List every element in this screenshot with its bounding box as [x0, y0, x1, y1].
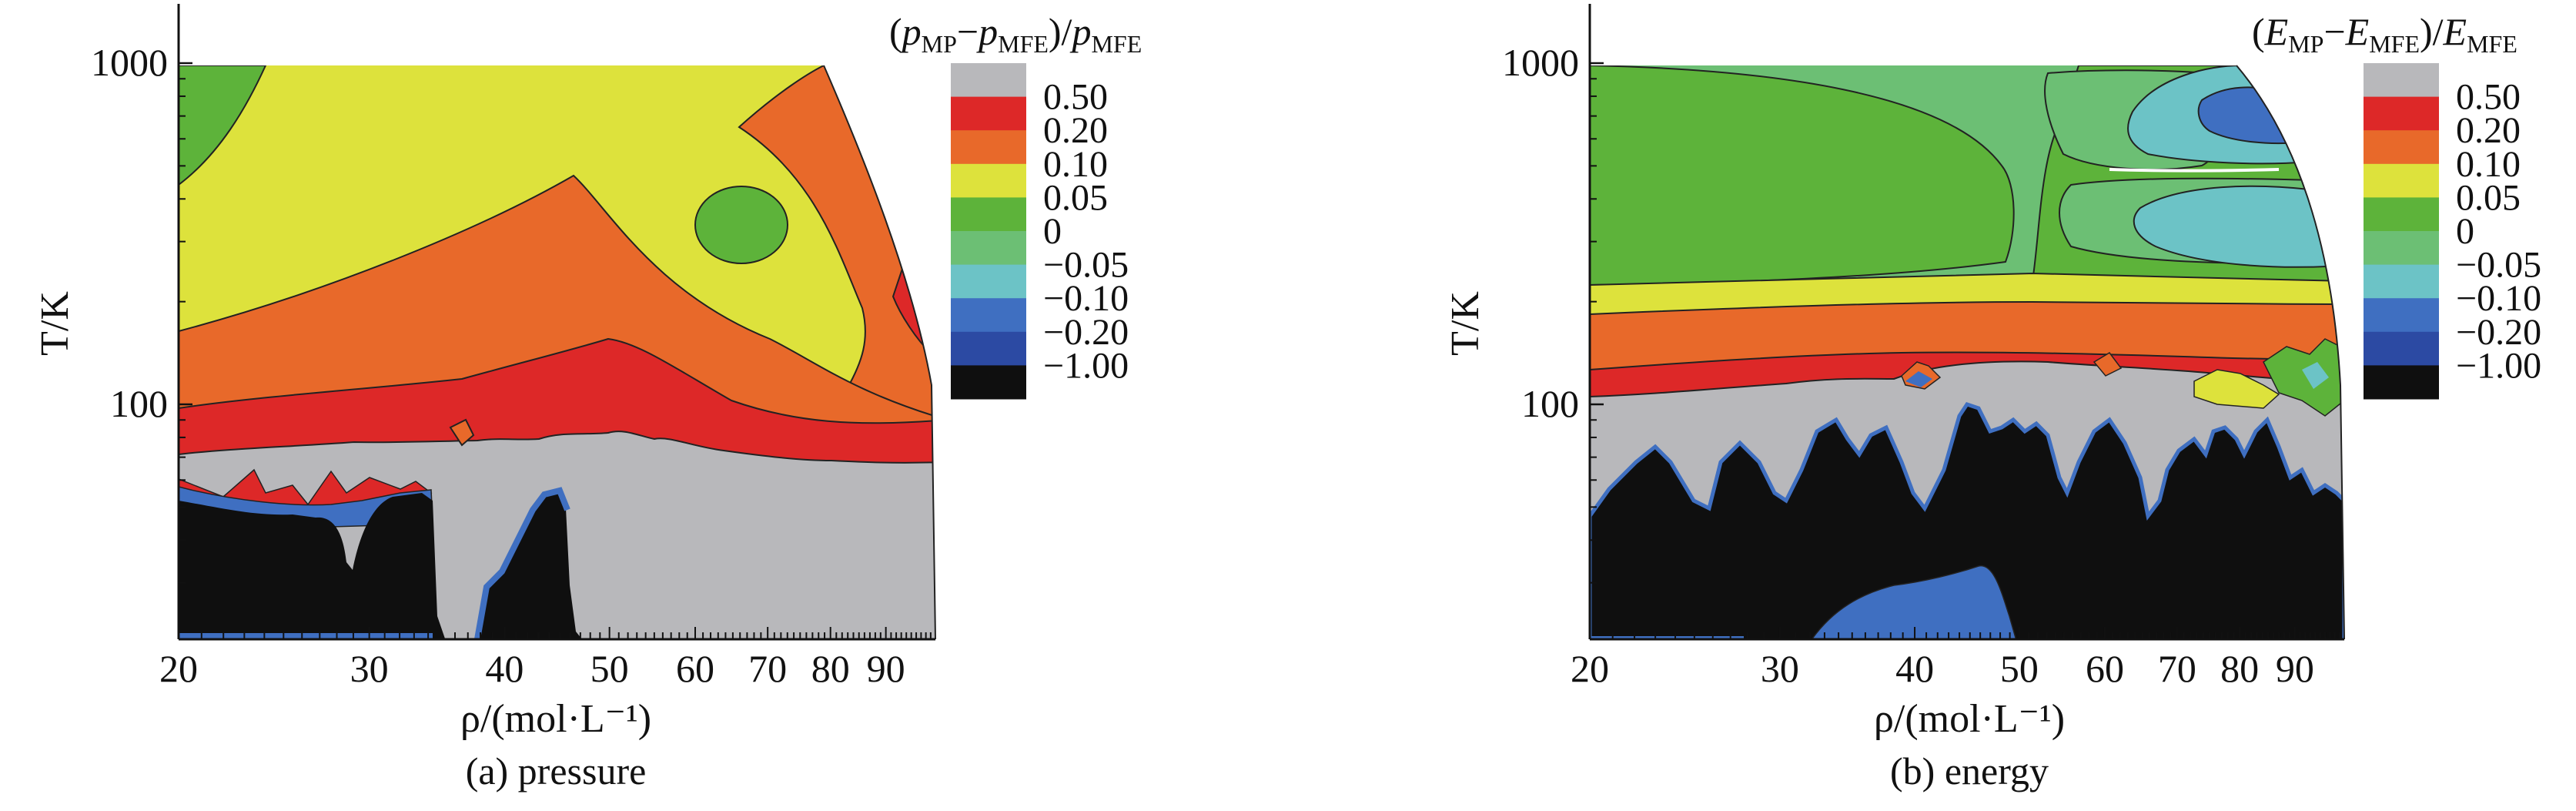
- colorbar-level-label: 0: [1043, 211, 1062, 252]
- colorbar-swatch: [2364, 264, 2439, 299]
- x-tick-label: 30: [1761, 647, 1799, 690]
- region-cyan-lower: [2133, 185, 2342, 268]
- region-green-corner: [179, 65, 267, 187]
- colorbar-level-label: 0.05: [1043, 177, 1108, 218]
- pressure-contour-map: [179, 65, 935, 639]
- colorbar-level-label: −1.00: [1043, 345, 1129, 386]
- x-tick-label: 20: [159, 647, 198, 690]
- colorbar-level-label: −0.20: [1043, 312, 1129, 353]
- panel-pressure: 20 30 40 50 60 70 80 90 100 1000: [91, 4, 936, 690]
- region-orange-band: [1590, 300, 2344, 371]
- colorbar-swatch: [951, 264, 1026, 299]
- colorbar-level-label: 0.10: [2456, 144, 2521, 185]
- colorbar-swatch: [2364, 96, 2439, 131]
- y-tick-label: 1000: [91, 41, 168, 84]
- colorbar-level-label: 0.50: [1043, 77, 1108, 118]
- region-blue-bottom-b: [1590, 636, 1744, 639]
- colorbar-level-label: −0.10: [1043, 278, 1129, 319]
- x-tick-label: 30: [350, 647, 389, 690]
- colorbar-level-label: 0.10: [1043, 144, 1108, 185]
- colorbar-level-label: −0.10: [2456, 278, 2541, 319]
- x-tick-label: 40: [1895, 647, 1934, 690]
- region-blue-dome: [1808, 565, 2018, 639]
- region-blue-bottom: [179, 633, 433, 639]
- colorbar-swatch: [2364, 63, 2439, 98]
- y-tick-label: 1000: [1502, 41, 1579, 84]
- x-tick-label: 80: [2220, 647, 2259, 690]
- region-right-spikes-cyan: [2302, 362, 2329, 389]
- ylabel-energy: T/K: [1444, 291, 1487, 356]
- x-tick-label: 70: [2158, 647, 2196, 690]
- y-tick-label: 100: [1521, 382, 1579, 425]
- colorbar-swatch: [2364, 231, 2439, 266]
- colorbar-swatch: [951, 96, 1026, 131]
- region-right-spikes-yellow: [2193, 369, 2280, 409]
- region-green-blob: [694, 186, 788, 264]
- x-tick-label: 60: [2086, 647, 2124, 690]
- energy-axes: 20 30 40 50 60 70 80 90 100 1000: [1502, 4, 2344, 690]
- colorbar-swatch: [951, 331, 1026, 366]
- x-tick-label: 60: [676, 647, 714, 690]
- region-black-middle: [476, 489, 585, 639]
- region-blue-middle-edge: [474, 487, 570, 639]
- x-tick-label: 40: [485, 647, 524, 690]
- x-tick-label: 50: [2000, 647, 2039, 690]
- ylabel-pressure: T/K: [33, 291, 77, 356]
- colorbar-level-label: 0: [2456, 211, 2474, 252]
- x-tick-label: 70: [748, 647, 787, 690]
- colorbar-swatch: [2364, 197, 2439, 232]
- colorbar-level-label: −0.05: [2456, 245, 2541, 286]
- xlabel-pressure: ρ/(mol·L⁻¹): [460, 697, 651, 741]
- x-tick-label: 50: [590, 647, 629, 690]
- x-tick-label: 90: [867, 647, 905, 690]
- caption-energy: (b) energy: [1890, 749, 2049, 793]
- region-mixed-patch-blue: [1905, 371, 1932, 387]
- colorbar-swatch: [951, 231, 1026, 266]
- colorbar-swatch: [951, 163, 1026, 198]
- pressure-axes: 20 30 40 50 60 70 80 90 100 1000: [91, 4, 935, 690]
- x-tick-label: 20: [1571, 647, 1609, 690]
- region-blue-streak: [2109, 168, 2280, 173]
- colorbar-swatch: [951, 197, 1026, 232]
- colorbar-swatch: [951, 63, 1026, 98]
- colorbar-level-label: 0.20: [1043, 110, 1108, 151]
- x-tick-label: 80: [811, 647, 850, 690]
- colorbar-level-label: 0.50: [2456, 77, 2521, 118]
- region-orange-patch: [449, 418, 475, 447]
- caption-pressure: (a) pressure: [466, 749, 647, 793]
- colorbar-swatch: [951, 130, 1026, 165]
- colorbar-swatch: [2364, 298, 2439, 333]
- colorbar-swatch: [2364, 331, 2439, 366]
- colorbar-level-label: −0.20: [2456, 312, 2541, 353]
- x-tick-label: 90: [2276, 647, 2314, 690]
- colorbar-energy: (EMP−EMFE)/EMFE 0.500.200.100.050−0.05−0…: [2252, 10, 2541, 400]
- xlabel-energy: ρ/(mol·L⁻¹): [1874, 697, 2065, 741]
- plot-boundary-b: [2236, 65, 2345, 640]
- region-orange-dot: [2093, 352, 2123, 377]
- colorbar-level-label: 0.05: [2456, 177, 2521, 218]
- colorbar-title-energy: (EMP−EMFE)/EMFE: [2252, 10, 2517, 58]
- colorbar-swatch: [2364, 365, 2439, 400]
- colorbar-swatch: [951, 298, 1026, 333]
- colorbar-level-label: −0.05: [1043, 245, 1129, 286]
- colorbar-swatch: [2364, 163, 2439, 198]
- energy-contour-map: [1590, 65, 2344, 639]
- region-black-left: [179, 493, 447, 639]
- plot-boundary: [823, 65, 936, 640]
- colorbar-title-pressure: (pMP−pMFE)/pMFE: [889, 10, 1142, 58]
- colorbar-swatch: [951, 365, 1026, 400]
- panel-energy: 20 30 40 50 60 70 80 90 100 1000: [1502, 4, 2345, 690]
- colorbar-level-label: 0.20: [2456, 110, 2521, 151]
- region-black-teeth: [1590, 402, 2344, 639]
- colorbar-pressure: (pMP−pMFE)/pMFE 0.500.200.100.050−0.05−0…: [889, 10, 1142, 400]
- colorbar-level-label: −1.00: [2456, 345, 2541, 386]
- colorbar-swatch: [2364, 130, 2439, 165]
- y-tick-label: 100: [110, 382, 168, 425]
